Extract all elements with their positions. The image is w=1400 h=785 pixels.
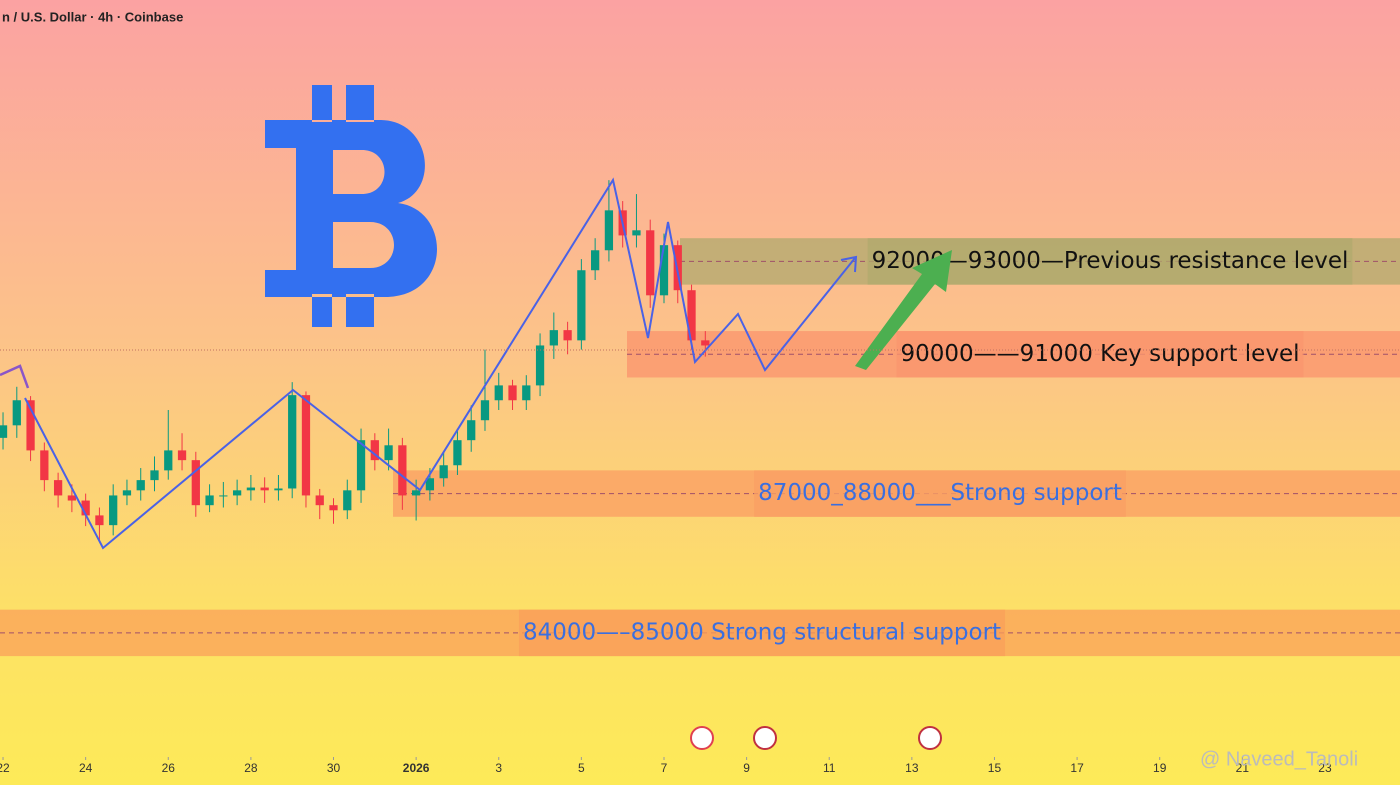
zone-label-bg	[896, 331, 1304, 378]
candle-body	[370, 440, 379, 461]
candle-body	[246, 487, 256, 491]
candle-body	[81, 500, 90, 516]
candle-body	[343, 490, 352, 511]
x-tick-label: 30	[327, 761, 341, 775]
candle-body	[687, 290, 696, 341]
x-tick-label: 24	[79, 761, 93, 775]
candle-body	[232, 490, 242, 496]
candle-body	[315, 495, 324, 506]
projection-arrowhead	[840, 255, 858, 273]
candle-body	[95, 515, 104, 526]
zone-label-bg	[518, 609, 1006, 657]
watermark: @ Naveed_Tanoli	[1200, 748, 1358, 770]
x-tick-label: 11	[823, 761, 836, 775]
zone-label: 84000—–85000 Strong structural support	[523, 619, 1001, 645]
candle-body	[177, 450, 187, 461]
candle-body	[274, 488, 283, 491]
candle-body	[40, 450, 49, 481]
candle-body	[604, 210, 614, 251]
candle-body	[453, 440, 462, 466]
candle-body	[150, 470, 159, 481]
candle-body	[288, 395, 297, 489]
candle-body	[191, 460, 200, 506]
x-tick-label: 17	[1070, 761, 1084, 775]
candle-body	[494, 385, 503, 401]
event-icon[interactable]	[918, 726, 942, 750]
x-tick-label: 13	[905, 761, 919, 775]
header: n / U.S. Dollar · 4h · Coinbase	[2, 9, 183, 24]
candle-body	[136, 480, 145, 491]
candle-body	[563, 330, 572, 341]
candle-body	[425, 478, 435, 491]
x-tick-label: 3	[495, 761, 502, 775]
candle-body	[508, 385, 517, 401]
bitcoin-logo	[265, 85, 438, 327]
candle-body	[260, 487, 269, 491]
candle-body	[219, 495, 228, 497]
candle-body	[591, 250, 600, 271]
x-tick-label: 7	[661, 761, 668, 775]
zone-label: 87000_88000___Strong support	[758, 480, 1122, 506]
left-arrow	[0, 364, 30, 389]
candle-body	[301, 395, 311, 496]
candle-body	[26, 400, 35, 451]
x-axis: 22 24 26 28 30 2026 3 5 7 9 11 13 15 17 19 21 23	[0, 757, 1332, 775]
candle-body	[205, 495, 214, 506]
x-tick-label: 19	[1153, 761, 1167, 775]
candle-body	[109, 495, 118, 526]
candle-body	[467, 420, 476, 441]
zone-label: 90000——91000 Key support level	[901, 341, 1300, 367]
candle-body	[577, 270, 586, 341]
zone-label-bg	[754, 470, 1126, 517]
candle-body	[329, 505, 338, 511]
x-tick-label: 28	[244, 761, 258, 775]
candle-body	[164, 450, 173, 471]
x-tick-label: 22	[0, 761, 10, 775]
candle-body	[398, 445, 407, 496]
candle-body	[411, 490, 421, 496]
event-icon[interactable]	[753, 726, 777, 750]
candle-body	[701, 340, 710, 346]
candle-body	[67, 495, 77, 501]
x-tick-label: 2026	[403, 761, 430, 775]
candle-body	[632, 230, 641, 236]
x-tick-label: 5	[578, 761, 585, 775]
candle-body	[522, 385, 531, 401]
projection-path	[24, 177, 856, 550]
x-tick-label: 23	[1318, 761, 1332, 775]
candle-body	[122, 490, 132, 496]
event-icon[interactable]	[690, 726, 714, 750]
candle-body	[0, 425, 8, 438]
candle-body	[384, 445, 393, 461]
green-arrow	[855, 250, 952, 370]
candle-body	[659, 245, 669, 296]
x-tick-label: 15	[988, 761, 1002, 775]
candle-body	[12, 400, 21, 426]
zones: 92000—93000—Previous resistance level900…	[0, 238, 1400, 657]
candle-body	[439, 465, 448, 479]
x-tick-label: 9	[743, 761, 750, 775]
candle-body	[480, 400, 490, 421]
candle-body	[646, 230, 655, 296]
candle-body	[535, 345, 545, 386]
candle-body	[356, 440, 366, 491]
candle-body	[549, 330, 558, 346]
candle-body	[53, 480, 63, 496]
x-tick-label: 21	[1236, 761, 1250, 775]
x-tick-label: 26	[162, 761, 176, 775]
